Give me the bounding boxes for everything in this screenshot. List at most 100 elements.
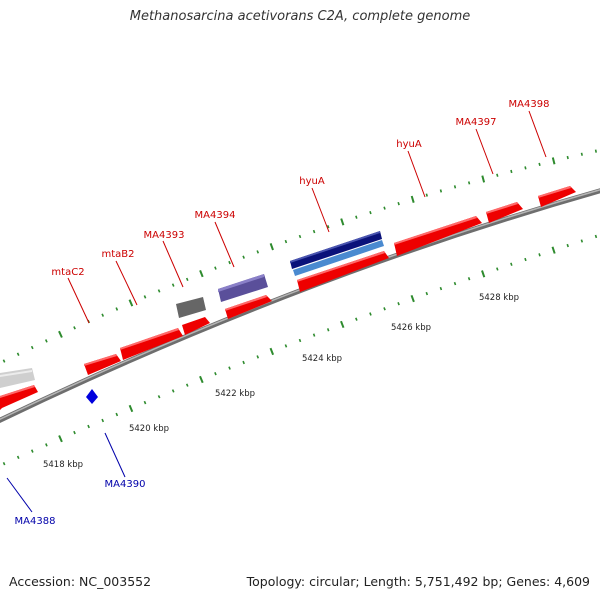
major-tick xyxy=(199,375,204,384)
minor-tick xyxy=(397,302,400,306)
minor-tick xyxy=(73,430,76,435)
gene-label-mtaB2[interactable]: mtaB2 xyxy=(101,249,134,260)
minor-tick xyxy=(30,345,34,350)
gene-arrow-hyuA-2[interactable] xyxy=(394,216,482,256)
minor-tick xyxy=(580,152,583,156)
gene-arrow-mtaB2[interactable] xyxy=(120,328,183,360)
minor-tick xyxy=(171,389,175,393)
minor-tick xyxy=(185,383,189,387)
major-tick xyxy=(551,246,556,254)
minor-tick xyxy=(228,260,231,265)
gene-label-MA4397[interactable]: MA4397 xyxy=(456,117,497,128)
minor-tick xyxy=(425,291,429,296)
major-tick xyxy=(481,175,486,183)
minor-tick xyxy=(524,257,527,262)
minor-tick xyxy=(467,181,471,185)
minor-tick xyxy=(397,201,400,206)
minor-tick xyxy=(157,289,161,293)
minor-tick xyxy=(453,185,457,189)
minor-tick xyxy=(383,206,386,210)
minor-tick xyxy=(242,255,245,259)
minor-tick xyxy=(16,455,20,460)
minor-tick xyxy=(143,295,147,299)
major-tick xyxy=(410,294,415,303)
minor-tick xyxy=(538,162,541,166)
genome-summary-text: Topology: circular; Length: 5,751,492 bp… xyxy=(246,574,590,589)
minor-tick xyxy=(312,229,316,234)
gene-arrow-mtaC2[interactable] xyxy=(84,354,121,375)
minor-tick xyxy=(115,412,119,417)
minor-tick xyxy=(580,239,584,243)
minor-tick xyxy=(143,400,147,405)
gene-label-hyuA-2[interactable]: hyuA xyxy=(396,139,422,150)
gene-label-hyuA-1[interactable]: hyuA xyxy=(299,176,325,187)
minor-tick xyxy=(2,359,6,363)
gene-arrow[interactable] xyxy=(0,385,38,410)
connector-MA4394 xyxy=(214,221,235,268)
minor-tick xyxy=(312,333,316,337)
connector-MA4398 xyxy=(528,110,547,158)
minor-tick xyxy=(256,250,260,254)
gene-arrow-MA4394[interactable] xyxy=(225,295,272,319)
minor-tick xyxy=(594,234,598,239)
gene-labels: mtaC2 mtaB2 MA4393 MA4394 hyuA hyuA MA43… xyxy=(15,99,550,527)
major-tick xyxy=(340,218,345,226)
gene-label-MA4393[interactable]: MA4393 xyxy=(144,230,185,241)
minor-tick xyxy=(496,267,499,271)
major-tick xyxy=(58,330,63,338)
minor-tick xyxy=(326,328,330,332)
scale-label-5426: 5426 kbp xyxy=(391,323,431,333)
major-tick xyxy=(269,347,275,356)
minor-tick xyxy=(369,312,372,316)
gene-arrow-MA4398[interactable] xyxy=(538,186,576,207)
scale-label-5418: 5418 kbp xyxy=(43,460,83,470)
minor-tick xyxy=(284,344,288,348)
tick-tracks xyxy=(2,149,598,466)
connector-MA4397 xyxy=(475,128,494,175)
scale-label-5420: 5420 kbp xyxy=(129,424,169,434)
connector-mtaC2 xyxy=(67,277,90,324)
connector-MA4388 xyxy=(6,477,33,513)
gene-arrow-MA4390[interactable] xyxy=(86,389,98,404)
label-connectors xyxy=(6,110,547,513)
feature-block-darkgray xyxy=(176,297,206,318)
minor-tick xyxy=(369,210,372,215)
gene-label-MA4398[interactable]: MA4398 xyxy=(509,99,550,110)
minor-tick xyxy=(101,313,105,317)
gene-label-MA4390[interactable]: MA4390 xyxy=(105,479,146,490)
gene-arrow-hyuA-1[interactable] xyxy=(297,251,389,292)
feature-block-purple xyxy=(218,274,268,302)
minor-tick xyxy=(510,169,513,174)
major-tick xyxy=(410,195,415,203)
connector-hyuA-2 xyxy=(407,150,426,198)
minor-tick xyxy=(256,355,260,359)
map-title: Methanosarcina acetivorans C2A, complete… xyxy=(129,9,471,24)
minor-tick xyxy=(157,395,161,399)
gene-arrow-MA4393[interactable] xyxy=(182,317,210,335)
accession-text: Accession: NC_003552 xyxy=(9,574,152,589)
minor-tick xyxy=(566,243,569,248)
major-tick xyxy=(199,270,204,278)
feature-block-navy xyxy=(290,231,382,269)
minor-tick xyxy=(326,225,330,229)
minor-tick xyxy=(171,283,175,287)
minor-tick xyxy=(355,317,358,321)
gene-label-MA4394[interactable]: MA4394 xyxy=(195,210,236,221)
gene-arrow-MA4397[interactable] xyxy=(486,202,523,223)
gene-label-MA4388[interactable]: MA4388 xyxy=(15,516,56,527)
minor-tick xyxy=(214,266,217,270)
minor-tick xyxy=(214,372,217,376)
minor-tick xyxy=(242,360,245,365)
genome-backbone-highlight xyxy=(0,189,600,421)
major-tick xyxy=(340,320,345,329)
minor-tick xyxy=(425,193,428,197)
connector-MA4393 xyxy=(162,240,184,288)
minor-tick xyxy=(355,215,358,219)
minor-tick xyxy=(73,326,76,330)
minor-tick xyxy=(185,277,189,282)
feature-blocks xyxy=(0,231,384,388)
gene-label-mtaC2[interactable]: mtaC2 xyxy=(51,267,84,278)
minor-tick xyxy=(16,352,20,356)
minor-tick xyxy=(101,418,105,423)
